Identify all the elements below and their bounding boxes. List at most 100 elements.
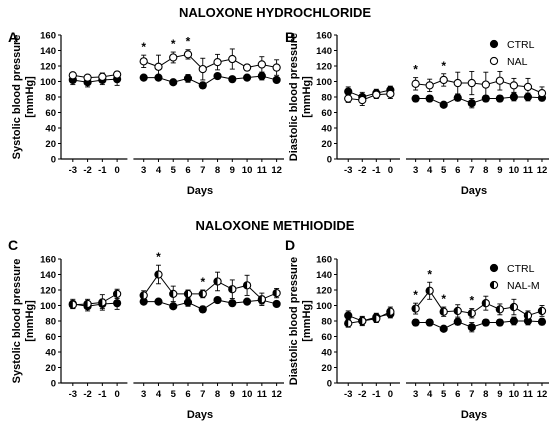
y-tick-label: 0 <box>327 379 332 390</box>
data-point <box>154 297 163 306</box>
data-point <box>523 82 533 92</box>
y-axis-unit: [mmHg] <box>301 76 313 118</box>
data-point <box>198 289 207 299</box>
series-line <box>72 78 118 83</box>
panel-d: D 0 20 40 60 80 100 120 140 160 -3 -2 -1 0 3 4 5 6 7 8 9 10 11… <box>285 237 549 421</box>
x-tick-label: 0 <box>388 389 393 400</box>
y-tick-label: 60 <box>321 108 332 119</box>
y-tick-label: 60 <box>45 332 56 343</box>
data-point <box>83 73 92 82</box>
x-tick-label: 7 <box>469 165 474 176</box>
data-point <box>228 299 237 308</box>
x-tick-label: 5 <box>441 389 447 400</box>
data-point <box>411 304 420 313</box>
data-point <box>453 78 462 88</box>
series-line <box>143 299 277 310</box>
data-point <box>198 81 207 90</box>
data-point <box>344 94 353 103</box>
y-tick-label: 160 <box>316 255 332 266</box>
x-tick-label: 11 <box>523 165 534 176</box>
data-point <box>537 317 547 326</box>
x-tick-label: 7 <box>200 389 205 400</box>
y-tick-label: 160 <box>316 31 332 42</box>
x-tick-label: 9 <box>497 165 502 176</box>
x-axis-title: Days <box>461 185 487 197</box>
x-axis-title: Days <box>187 185 213 197</box>
y-axis-title: Systolic blood pressure <box>11 259 23 384</box>
data-point <box>453 306 462 316</box>
y-tick-label: 20 <box>321 139 332 150</box>
data-point <box>183 50 193 59</box>
y-tick-label: 80 <box>45 317 56 328</box>
x-tick-label: 11 <box>257 165 268 176</box>
data-point <box>439 75 448 85</box>
x-tick-label: 12 <box>271 165 282 176</box>
series-line <box>348 93 391 101</box>
section-title-top: NALOXONE HYDROCHLORIDE <box>179 5 371 20</box>
legend-label: NAL <box>507 56 528 68</box>
x-tick-label: -3 <box>344 389 352 400</box>
x-tick-label: 6 <box>185 165 190 176</box>
y-axis-title: Systolic blood pressure <box>11 35 23 160</box>
x-tick-label: 10 <box>509 389 520 400</box>
data-point <box>257 71 266 81</box>
data-point <box>453 317 462 326</box>
data-point <box>467 78 476 88</box>
data-point <box>169 289 178 299</box>
panel-a: A 0 20 40 60 80 100 120 140 160 -3 -2 -1 0 3 4 5 6 7 8 9 10 11… <box>8 29 284 197</box>
data-point <box>372 90 381 99</box>
series-2 <box>344 281 547 328</box>
y-tick-label: 100 <box>40 77 56 88</box>
significance-star: * <box>413 63 418 77</box>
data-point <box>481 80 490 89</box>
x-tick-label: 7 <box>469 389 474 400</box>
x-tick-label: 9 <box>497 389 502 400</box>
data-point <box>183 74 193 83</box>
series-2 <box>68 48 281 82</box>
data-point <box>139 73 148 82</box>
y-tick-label: 80 <box>45 93 56 104</box>
y-tick-label: 0 <box>51 379 56 390</box>
x-tick-label: 12 <box>271 389 282 400</box>
data-point <box>113 299 122 308</box>
x-tick-label: -2 <box>83 389 91 400</box>
data-point <box>425 286 434 295</box>
x-tick-label: -3 <box>69 389 77 400</box>
x-tick-label: 8 <box>483 389 488 400</box>
data-point <box>83 299 92 309</box>
y-tick-label: 40 <box>45 124 56 135</box>
data-point <box>509 316 519 326</box>
y-tick-label: 120 <box>316 62 332 73</box>
data-point <box>139 57 148 66</box>
data-point <box>495 76 505 85</box>
x-tick-label: 9 <box>230 165 235 176</box>
data-point <box>481 318 490 327</box>
series-line <box>72 293 118 306</box>
y-tick-label: 20 <box>45 363 56 374</box>
data-point <box>169 302 178 311</box>
data-point <box>213 71 222 81</box>
x-tick-label: 6 <box>455 165 460 176</box>
x-tick-label: 9 <box>230 389 235 400</box>
x-tick-label: 6 <box>185 389 190 400</box>
y-tick-label: 40 <box>321 124 332 135</box>
data-point <box>439 100 448 109</box>
series-2 <box>344 70 547 106</box>
data-point <box>358 95 367 105</box>
series-line <box>72 74 118 79</box>
y-tick-label: 140 <box>40 46 56 57</box>
x-tick-label: 8 <box>483 165 488 176</box>
data-point <box>467 309 476 318</box>
data-point <box>242 297 252 306</box>
y-tick-label: 140 <box>316 46 332 57</box>
data-point <box>489 39 499 49</box>
series-line <box>143 75 277 86</box>
y-tick-label: 160 <box>40 31 56 42</box>
panel-letter: B <box>285 29 295 45</box>
legend-label: NAL-M <box>507 280 540 292</box>
series-line <box>415 320 543 330</box>
significance-star: * <box>441 59 446 73</box>
data-point <box>68 71 77 80</box>
x-tick-label: -3 <box>69 165 77 176</box>
